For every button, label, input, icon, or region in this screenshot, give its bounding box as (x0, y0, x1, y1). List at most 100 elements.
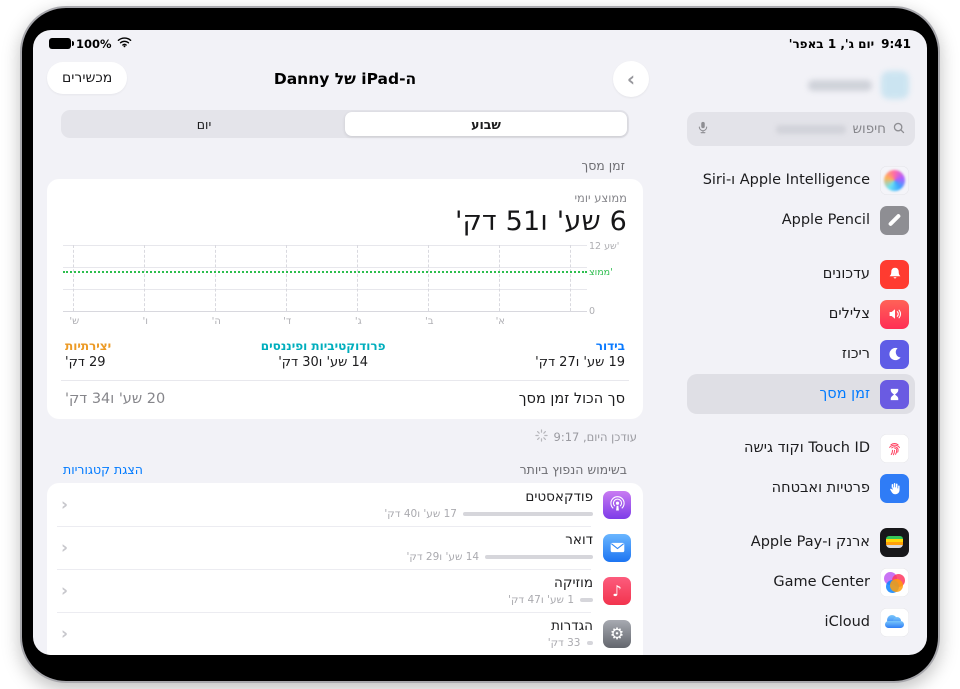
divider (61, 380, 629, 381)
ipad-bezel: 9:41 יום ג', 1 באפר' 100% (20, 6, 940, 683)
app-info: דואר 14 שע' ו29 דק' (78, 532, 593, 563)
updated-row: עודכן היום, 9:17 (53, 427, 637, 446)
app-name: פודקאסטים (525, 489, 593, 505)
chart-gridline-vertical (499, 245, 501, 311)
app-row-podcasts[interactable]: פודקאסטים 17 שע' ו40 דק' ‹ (57, 483, 643, 526)
chart-average-line (63, 271, 587, 274)
sidebar-item-label: עדכונים (822, 266, 870, 282)
mic-icon[interactable] (696, 120, 710, 139)
sidebar-item-siri[interactable]: Apple Intelligence ו-Siri (687, 160, 915, 200)
chart-gridline-horizontal (63, 289, 587, 290)
sidebar-item-label: Touch ID וקוד גישה (744, 440, 870, 456)
show-categories-link[interactable]: הצגת קטגוריות (63, 462, 143, 477)
category-name: בידור (595, 339, 625, 353)
chart-day-label: א' (495, 316, 505, 327)
chevron-left-icon: ‹ (61, 494, 69, 515)
y-axis-zero-label: 0 (589, 306, 596, 317)
app-info: מוזיקה 1 שע' ו47 דק' (78, 575, 593, 606)
usage-bar (463, 512, 593, 516)
total-label: סך הכול זמן מסך (518, 391, 625, 407)
app-row-settings[interactable]: ⚙ הגדרות 33 דק' ‹ (57, 612, 643, 655)
moon-icon (880, 339, 909, 369)
fingerprint-icon (880, 433, 909, 463)
tab-week[interactable]: שבוע (345, 112, 627, 136)
gear-icon: ⚙ (603, 619, 631, 648)
chart-gridline-vertical (428, 245, 430, 311)
sidebar-item-icloud[interactable]: iCloud (687, 602, 915, 642)
sidebar-item-focus[interactable]: ריכוז (687, 334, 915, 374)
devices-button[interactable]: מכשירים (47, 62, 128, 94)
sidebar-item-privacy[interactable]: פרטיות ואבטחה (687, 468, 915, 508)
category-value: 14 שע' ו30 דק' (278, 355, 369, 370)
chart-gridline-vertical (144, 245, 146, 311)
sidebar-item-label: iCloud (824, 614, 870, 630)
usage-line: 17 שע' ו40 דק' (78, 508, 593, 520)
usage-line: 14 שע' ו29 דק' (78, 551, 593, 563)
period-segmented-control: שבוע יום (61, 110, 629, 138)
chevron-forward-button[interactable]: › (613, 61, 649, 97)
category-name: יצירתיות (65, 339, 112, 353)
battery-icon (49, 38, 74, 49)
wifi-icon (117, 36, 132, 51)
sidebar-group-services: ארנק ו-Apple Pay Game Center (687, 522, 915, 642)
usage-bar (586, 641, 593, 645)
battery-percent: 100% (76, 36, 112, 51)
sidebar-item-apple-pencil[interactable]: Apple Pencil (687, 200, 915, 240)
tab-day[interactable]: יום (196, 116, 212, 132)
settings-sidebar: חיפוש Apple Intelligence ו-Siri (677, 56, 927, 655)
profile-icon (881, 71, 909, 99)
profile-text-blurred (808, 79, 872, 91)
search-icon (892, 120, 906, 139)
chart-day-label: ב' (425, 316, 434, 327)
screen-time-chart: 12 שע' ממוצ' 0 א' ב' ג' ד' ה' ו' ש' (63, 241, 627, 329)
most-used-apps-card: פודקאסטים 17 שע' ו40 דק' ‹ (47, 483, 643, 655)
section-title: זמן מסך (581, 158, 625, 173)
total-value: 20 שע' ו34 דק' (65, 391, 166, 407)
page-title: ה-iPad של Danny (273, 70, 417, 88)
usage-time: 33 דק' (547, 637, 581, 649)
app-name: מוזיקה (554, 575, 593, 591)
podcasts-icon (603, 490, 631, 519)
usage-line: 33 דק' (78, 637, 593, 649)
sidebar-item-label: ארנק ו-Apple Pay (750, 534, 870, 550)
app-row-mail[interactable]: דואר 14 שע' ו29 דק' ‹ (57, 526, 643, 569)
wallet-icon (880, 527, 909, 557)
screen-time-pane: › ה-iPad של Danny מכשירים שבוע יום זמן מ… (33, 56, 677, 655)
sidebar-item-notifications[interactable]: עדכונים (687, 254, 915, 294)
screen-time-summary-card[interactable]: ממוצע יומי 6 שע' ו51 דק' 12 שע' ממוצ' 0 … (47, 179, 643, 419)
usage-bar (580, 598, 593, 602)
refresh-spinner-icon (534, 427, 548, 446)
sidebar-item-sounds[interactable]: צלילים (687, 294, 915, 334)
category-entertainment: בידור 19 שע' ו27 דק' (535, 339, 625, 370)
daily-average-label: ממוצע יומי (574, 191, 627, 205)
category-value: 29 דק' (65, 355, 106, 370)
sidebar-item-label: Game Center (773, 574, 870, 590)
sidebar-item-wallet[interactable]: ארנק ו-Apple Pay (687, 522, 915, 562)
sidebar-group-system: עדכונים צלילים ריכוז (687, 254, 915, 414)
profile-row-blurred[interactable] (693, 64, 909, 106)
chart-gridline-horizontal (63, 311, 587, 312)
chevron-left-icon: ‹ (61, 580, 69, 601)
sidebar-item-label: צלילים (828, 306, 870, 322)
daily-average-value: 6 שע' ו51 דק' (454, 206, 627, 237)
sidebar-item-screen-time[interactable]: זמן מסך (687, 374, 915, 414)
bell-icon (880, 259, 909, 289)
app-row-music[interactable]: ♪ מוזיקה 1 שע' ו47 דק' ‹ (57, 569, 643, 612)
chart-gridline-horizontal (63, 245, 587, 246)
chart-day-label: ש' (69, 316, 80, 327)
usage-time: 14 שע' ו29 דק' (406, 551, 480, 563)
total-screen-time-row: סך הכול זמן מסך 20 שע' ו34 דק' (63, 381, 627, 409)
y-axis-max-label: 12 שע' (589, 241, 620, 252)
chart-gridline-vertical (570, 245, 572, 311)
sidebar-item-label: פרטיות ואבטחה (771, 480, 870, 496)
usage-line: 1 שע' ו47 דק' (78, 594, 593, 606)
sidebar-group-security: Touch ID וקוד גישה פרטיות ואבטחה (687, 428, 915, 508)
category-name: פרודוקטיביות ופיננסים (260, 339, 386, 353)
sidebar-item-game-center[interactable]: Game Center (687, 562, 915, 602)
updated-text: עודכן היום, 9:17 (553, 429, 637, 444)
status-indicators: 100% (49, 36, 132, 51)
sidebar-item-touch-id[interactable]: Touch ID וקוד גישה (687, 428, 915, 468)
search-input[interactable]: חיפוש (687, 112, 915, 146)
chart-plot-area: א' ב' ג' ד' ה' ו' ש' (63, 245, 587, 327)
average-axis-label: ממוצ' (589, 267, 613, 279)
